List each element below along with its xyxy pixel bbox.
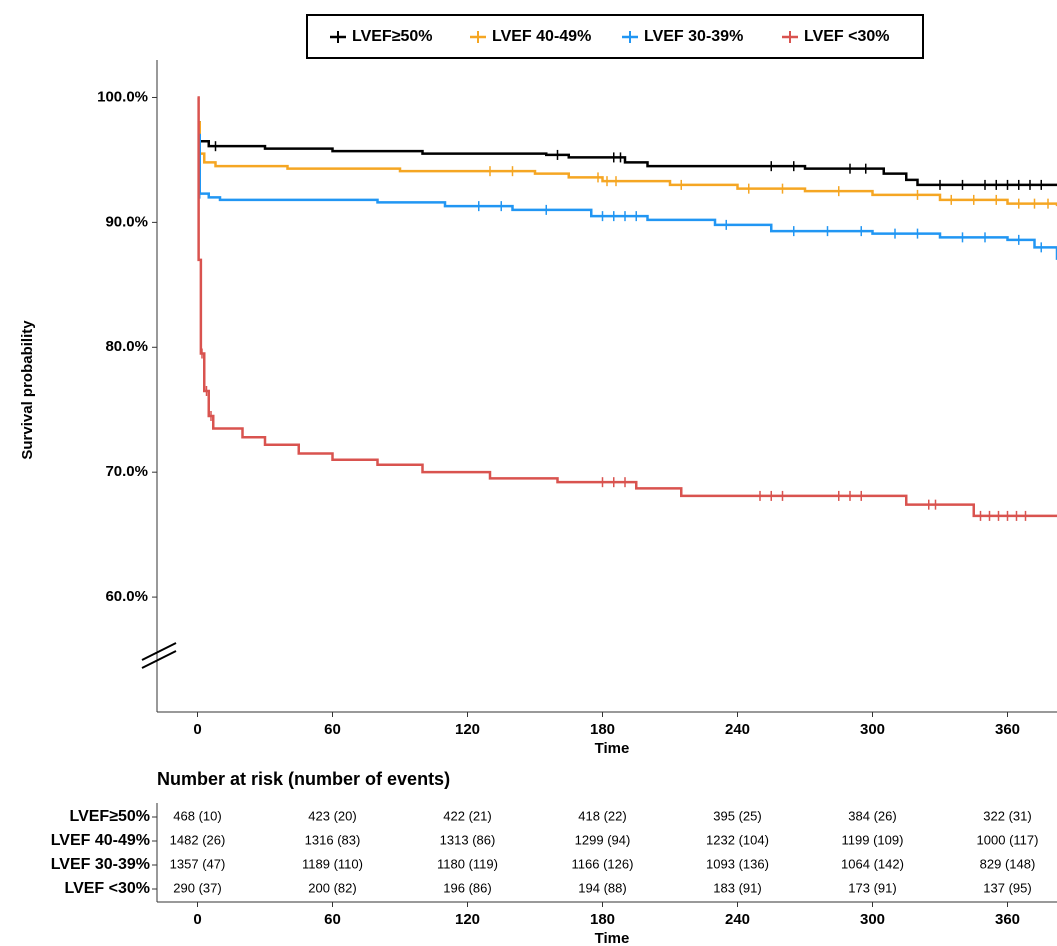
- risk-cell: 468 (10): [173, 808, 221, 823]
- legend-label: LVEF 40-49%: [492, 28, 591, 45]
- survival-curve: [197, 133, 1057, 260]
- risk-row-label: LVEF 30-39%: [51, 856, 150, 873]
- risk-row-label: LVEF <30%: [64, 880, 150, 897]
- risk-x-tick-label: 120: [455, 911, 480, 928]
- survival-curve: [197, 121, 1057, 207]
- y-axis-title: Survival probability: [19, 320, 36, 460]
- risk-cell: 1482 (26): [170, 832, 226, 847]
- x-tick-label: 240: [725, 721, 750, 738]
- y-tick-label: 90.0%: [105, 213, 148, 230]
- risk-cell: 137 (95): [983, 880, 1031, 895]
- risk-cell: 1000 (117): [977, 832, 1039, 847]
- risk-cell: 1189 (110): [302, 856, 363, 871]
- risk-cell: 1064 (142): [841, 856, 904, 871]
- x-tick-label: 360: [995, 721, 1020, 738]
- risk-row-label: LVEF≥50%: [69, 808, 150, 825]
- legend-label: LVEF 30-39%: [644, 28, 743, 45]
- risk-cell: 1232 (104): [706, 832, 769, 847]
- risk-cell: 290 (37): [173, 880, 221, 895]
- risk-x-tick-label: 360: [995, 911, 1020, 928]
- y-tick-label: 100.0%: [97, 88, 148, 105]
- risk-row-label: LVEF 40-49%: [51, 832, 150, 849]
- risk-cell: 322 (31): [983, 808, 1031, 823]
- risk-cell: 1199 (109): [842, 832, 904, 847]
- risk-table-title: Number at risk (number of events): [157, 769, 450, 789]
- legend-box: [306, 14, 924, 59]
- y-tick-label: 60.0%: [105, 588, 148, 605]
- risk-cell: 1313 (86): [440, 832, 496, 847]
- survival-curve: [197, 121, 1057, 187]
- risk-cell: 194 (88): [578, 880, 626, 895]
- risk-cell: 384 (26): [848, 808, 896, 823]
- risk-cell: 196 (86): [443, 880, 491, 895]
- risk-x-tick-label: 240: [725, 911, 750, 928]
- x-tick-label: 0: [193, 721, 201, 738]
- risk-cell: 173 (91): [848, 880, 896, 895]
- risk-cell: 1357 (47): [170, 856, 226, 871]
- x-tick-label: 60: [324, 721, 341, 738]
- risk-x-tick-label: 60: [324, 911, 341, 928]
- risk-cell: 423 (20): [308, 808, 356, 823]
- legend-label: LVEF≥50%: [352, 28, 433, 45]
- risk-cell: 1166 (126): [572, 856, 634, 871]
- axis-break: [141, 642, 177, 669]
- legend-label: LVEF <30%: [804, 28, 890, 45]
- risk-cell: 1093 (136): [706, 856, 769, 871]
- x-tick-label: 300: [860, 721, 885, 738]
- y-tick-label: 80.0%: [105, 338, 148, 355]
- risk-cell: 183 (91): [713, 880, 761, 895]
- x-tick-label: 180: [590, 721, 615, 738]
- risk-cell: 829 (148): [980, 856, 1036, 871]
- risk-cell: 418 (22): [578, 808, 626, 823]
- risk-cell: 422 (21): [443, 808, 491, 823]
- x-tick-label: 120: [455, 721, 480, 738]
- risk-cell: 1316 (83): [305, 832, 361, 847]
- risk-x-tick-label: 300: [860, 911, 885, 928]
- y-tick-label: 70.0%: [105, 463, 148, 480]
- risk-cell: 395 (25): [713, 808, 761, 823]
- x-axis-title: Time: [595, 740, 630, 757]
- plot-area: [197, 96, 1057, 521]
- risk-cell: 1180 (119): [437, 856, 498, 871]
- risk-x-tick-label: 180: [590, 911, 615, 928]
- survival-curve: [197, 96, 1057, 518]
- risk-cell: 1299 (94): [575, 832, 631, 847]
- risk-x-axis-title: Time: [595, 930, 630, 946]
- risk-cell: 200 (82): [308, 880, 356, 895]
- risk-x-tick-label: 0: [193, 911, 201, 928]
